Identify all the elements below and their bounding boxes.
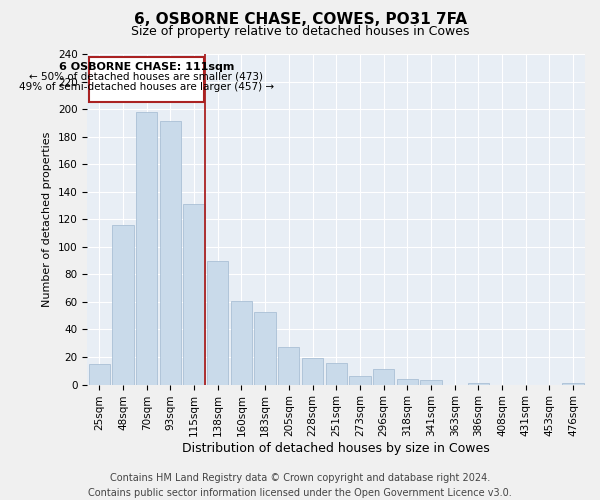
X-axis label: Distribution of detached houses by size in Cowes: Distribution of detached houses by size … (182, 442, 490, 455)
Text: 49% of semi-detached houses are larger (457) →: 49% of semi-detached houses are larger (… (19, 82, 274, 92)
Bar (112, 225, 134, 384)
Text: 6 OSBORNE CHASE: 111sqm: 6 OSBORNE CHASE: 111sqm (59, 62, 234, 72)
Text: Size of property relative to detached houses in Cowes: Size of property relative to detached ho… (131, 25, 469, 38)
Bar (421, 380, 442, 384)
Bar (184, 204, 205, 384)
Text: Contains HM Land Registry data © Crown copyright and database right 2024.
Contai: Contains HM Land Registry data © Crown c… (88, 472, 512, 498)
Bar (231, 300, 252, 384)
Bar (468, 383, 489, 384)
Bar (160, 122, 181, 384)
Bar (326, 362, 347, 384)
Text: ← 50% of detached houses are smaller (473): ← 50% of detached houses are smaller (47… (29, 72, 263, 82)
Bar (349, 376, 371, 384)
Bar (254, 312, 276, 384)
Bar (373, 370, 394, 384)
Text: 6, OSBORNE CHASE, COWES, PO31 7FA: 6, OSBORNE CHASE, COWES, PO31 7FA (133, 12, 467, 28)
Bar (278, 348, 299, 385)
Bar (136, 112, 157, 384)
Bar (207, 260, 229, 384)
Bar (302, 358, 323, 384)
Bar (89, 57, 204, 102)
Bar (89, 364, 110, 384)
Y-axis label: Number of detached properties: Number of detached properties (43, 132, 52, 307)
Bar (397, 379, 418, 384)
Bar (562, 383, 584, 384)
